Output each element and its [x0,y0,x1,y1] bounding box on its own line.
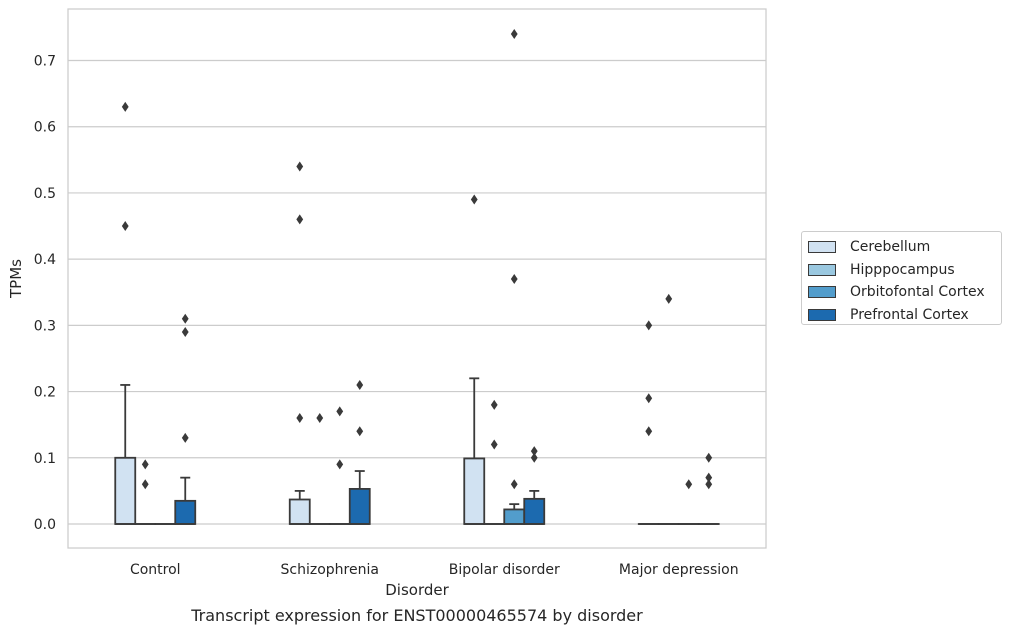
outlier-point [470,194,478,205]
outlier-point [316,413,324,424]
y-tick-label: 0.7 [34,54,56,70]
box [134,459,157,525]
box [308,413,331,525]
grid-lines [68,59,766,525]
outlier-point [181,313,189,324]
legend-swatch [808,241,836,254]
box-rect [523,497,546,525]
outlier-point [490,439,498,450]
box [697,452,720,525]
box-rect [503,508,526,525]
legend-item: Hipppocampus [808,259,1001,282]
box-plot-series [114,29,720,525]
box [483,399,506,525]
legend: Cerebellum Hipppocampus Orbitofontal Corte… [801,231,1002,325]
series-cerebellum [114,101,660,525]
y-tick-label: 0.4 [34,252,56,268]
legend-label: Orbitofontal Cortex [850,284,985,301]
y-tick-label: 0.0 [34,517,56,533]
outlier-point [705,479,713,490]
box [503,29,526,525]
outlier-point [530,446,538,457]
legend-item: Orbitofontal Cortex [808,281,1001,304]
legend-label: Hipppocampus [850,261,955,278]
plot-frame [67,8,767,549]
outlier-point [121,221,129,232]
series-prefrontal-cortex [174,313,720,525]
outlier-point [490,399,498,410]
outlier-point [510,29,518,40]
outlier-point [645,426,653,437]
box [637,320,660,525]
box [328,406,351,525]
outlier-point [510,479,518,490]
outlier-point [296,413,304,424]
box-rect [348,488,371,525]
y-tick-labels: 0.0 0.1 0.2 0.3 0.4 0.5 0.6 0.7 [34,54,56,534]
outlier-point [296,161,304,172]
outlier-point [141,459,149,470]
y-tick-label: 0.1 [34,451,56,467]
outlier-point [530,452,538,463]
box-rect [114,456,137,525]
legend-item: Prefrontal Cortex [808,304,1001,327]
outlier-point [181,326,189,337]
outlier-point [121,101,129,112]
legend-label: Prefrontal Cortex [850,307,969,324]
x-tick-labels: Control Schizophrenia Bipolar disorder Majo… [130,562,739,578]
box [677,479,700,525]
legend-swatch [808,286,836,299]
box-rect [288,498,311,525]
x-tick-label: Control [130,562,181,578]
series-hipppocampus [134,293,680,525]
legend-label: Cerebellum [850,239,931,256]
y-tick-label: 0.3 [34,318,56,334]
outlier-point [141,479,149,490]
figure-caption: Transcript expression for ENST0000046557… [191,606,643,625]
outlier-point [356,379,364,390]
legend-item: Cerebellum [808,236,1001,259]
outlier-point [705,452,713,463]
box-rect [463,457,486,525]
outlier-point [336,406,344,417]
x-tick-label: Bipolar disorder [449,562,560,578]
outlier-point [336,459,344,470]
x-tick-label: Major depression [619,562,739,578]
box [523,446,546,525]
outlier-point [645,320,653,331]
legend-swatch [808,263,836,276]
box [114,101,137,525]
y-axis-label: TPMs [7,259,25,299]
box-rect [174,499,197,525]
outlier-point [510,274,518,285]
outlier-point [705,472,713,483]
outlier-point [685,479,693,490]
outlier-point [296,214,304,225]
outlier-point [181,432,189,443]
box [657,293,680,525]
y-tick-label: 0.6 [34,120,56,136]
outlier-point [356,426,364,437]
legend-swatch [808,309,836,322]
outlier-point [645,393,653,404]
box [174,313,197,525]
box [348,379,371,525]
y-tick-label: 0.5 [34,186,56,202]
series-orbitofontal-cortex [154,29,700,525]
outlier-point [665,293,673,304]
y-tick-label: 0.2 [34,385,56,401]
box [288,161,311,525]
x-tick-label: Schizophrenia [281,562,379,578]
x-axis-label: Disorder [385,581,449,599]
box [463,194,486,525]
